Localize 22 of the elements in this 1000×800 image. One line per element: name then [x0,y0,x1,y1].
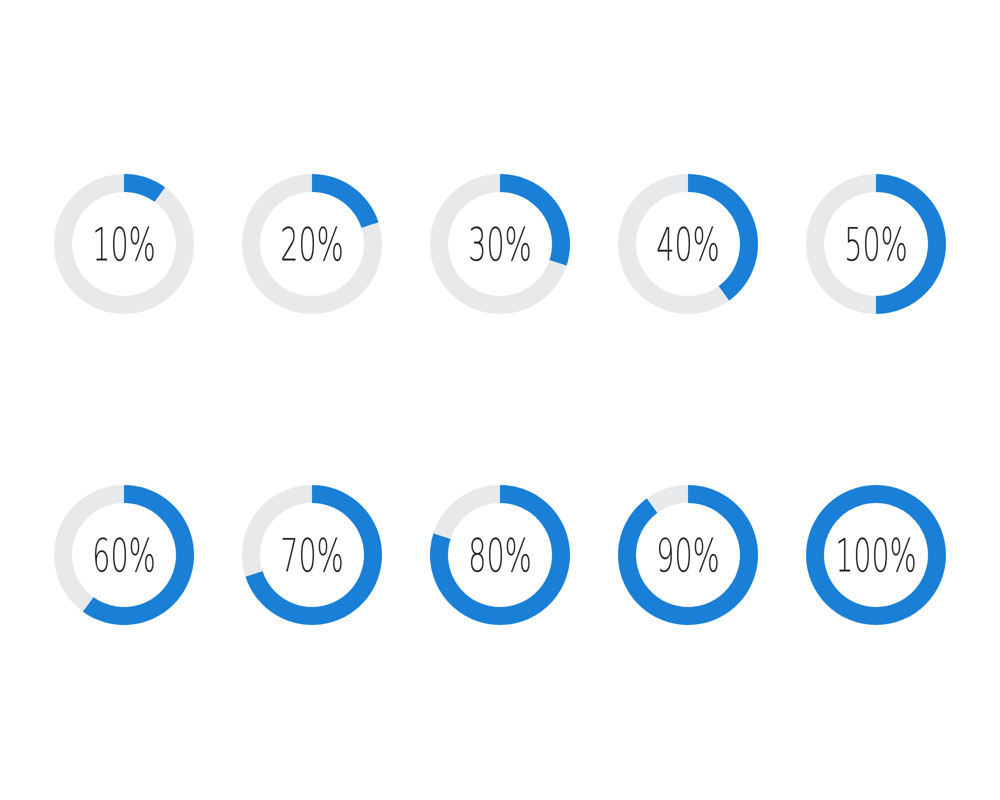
donut-slice [54,174,194,314]
donut-slice [312,174,379,228]
text: 50% [844,218,908,273]
donut-slice [618,485,758,625]
donut-slice [242,174,382,314]
text: 80% [468,529,532,584]
donut-slice [430,485,570,625]
donut-slice [430,174,567,314]
text: 90% [656,529,720,584]
donut-slice [646,485,688,513]
donut-slice [618,174,730,314]
text: 10% [92,218,156,273]
text: 40% [656,218,720,273]
text: 30% [468,218,532,273]
text: 100% [835,529,917,584]
text: 60% [92,529,156,584]
donut-slice [124,174,166,202]
text: 70% [280,529,344,584]
donut-slice [82,485,194,625]
donut-slice [245,485,382,625]
text: 20% [280,218,344,273]
donut-slice [433,485,500,539]
